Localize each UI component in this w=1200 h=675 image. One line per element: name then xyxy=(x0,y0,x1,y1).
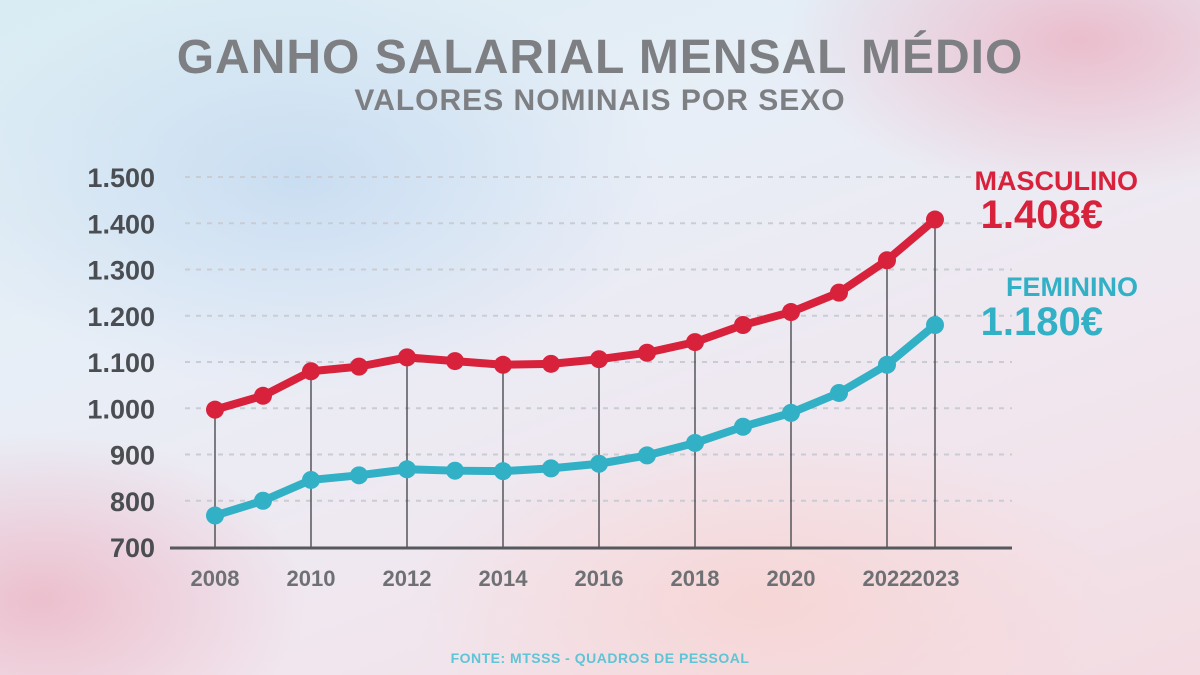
data-point xyxy=(830,383,848,402)
data-point xyxy=(350,466,368,485)
data-point xyxy=(878,355,896,374)
data-point xyxy=(782,403,800,422)
series-line xyxy=(211,215,939,414)
y-tick-label: 1.400 xyxy=(87,209,155,239)
data-point xyxy=(878,251,896,270)
x-tick-label: 2014 xyxy=(479,566,529,591)
x-tick-label: 2018 xyxy=(671,566,720,591)
y-tick-label: 1.000 xyxy=(87,394,155,424)
data-point xyxy=(734,316,752,334)
data-point xyxy=(254,386,272,405)
data-point xyxy=(302,470,320,489)
data-point xyxy=(734,417,752,436)
data-point xyxy=(542,459,560,478)
data-point xyxy=(398,348,416,367)
y-tick-label: 1.500 xyxy=(87,163,155,193)
x-tick-label: 2023 xyxy=(911,566,960,591)
x-tick-label: 2020 xyxy=(767,566,816,591)
data-point xyxy=(446,352,464,371)
data-point xyxy=(926,316,944,334)
source-note: FONTE: MTSSS - QUADROS DE PESSOAL xyxy=(450,650,750,666)
data-point xyxy=(782,303,800,322)
series-label-masculino: MASCULINO xyxy=(975,166,1139,196)
series-value-feminino: 1.180€ xyxy=(981,300,1103,344)
data-point xyxy=(830,283,848,302)
x-tick-label: 2022 xyxy=(863,566,912,591)
x-tick-label: 2010 xyxy=(287,566,336,591)
y-tick-label: 900 xyxy=(110,441,155,471)
data-point xyxy=(350,357,368,376)
data-point xyxy=(686,333,704,352)
year-drop-lines xyxy=(214,219,936,547)
y-tick-label: 1.100 xyxy=(87,348,155,378)
y-tick-label: 1.200 xyxy=(87,302,155,332)
series-label-feminino: FEMININO xyxy=(1006,272,1138,302)
data-point xyxy=(590,350,608,369)
data-point xyxy=(494,462,512,481)
series-masculino xyxy=(206,210,944,419)
y-tick-label: 700 xyxy=(110,533,155,563)
data-point xyxy=(494,355,512,374)
data-point xyxy=(398,460,416,479)
series xyxy=(206,210,944,525)
data-point xyxy=(302,362,320,381)
data-point xyxy=(206,400,224,419)
data-point xyxy=(590,454,608,473)
x-axis: 2008 2010 2012 2014 2016 2018 2020 2022 2023 xyxy=(170,546,1012,591)
data-point xyxy=(206,506,224,525)
x-tick-label: 2012 xyxy=(383,566,432,591)
y-axis: 1.500 1.400 1.300 1.200 1.100 1.000 900 800 700 xyxy=(87,163,155,563)
y-tick-label: 800 xyxy=(110,487,155,517)
series-value-masculino: 1.408€ xyxy=(981,193,1103,237)
data-point xyxy=(254,491,272,510)
series-line xyxy=(211,321,939,520)
data-point xyxy=(638,343,656,362)
x-tick-label: 2016 xyxy=(575,566,624,591)
data-point xyxy=(542,354,560,373)
series-feminino xyxy=(206,316,944,525)
y-tick-label: 1.300 xyxy=(87,256,155,286)
data-point xyxy=(638,446,656,465)
chart-subtitle: VALORES NOMINAIS POR SEXO xyxy=(354,84,846,117)
data-point xyxy=(446,461,464,480)
data-point xyxy=(926,210,944,229)
data-point xyxy=(686,433,704,452)
chart-title: GANHO SALARIAL MENSAL MÉDIO xyxy=(176,31,1024,84)
x-tick-label: 2008 xyxy=(191,566,240,591)
